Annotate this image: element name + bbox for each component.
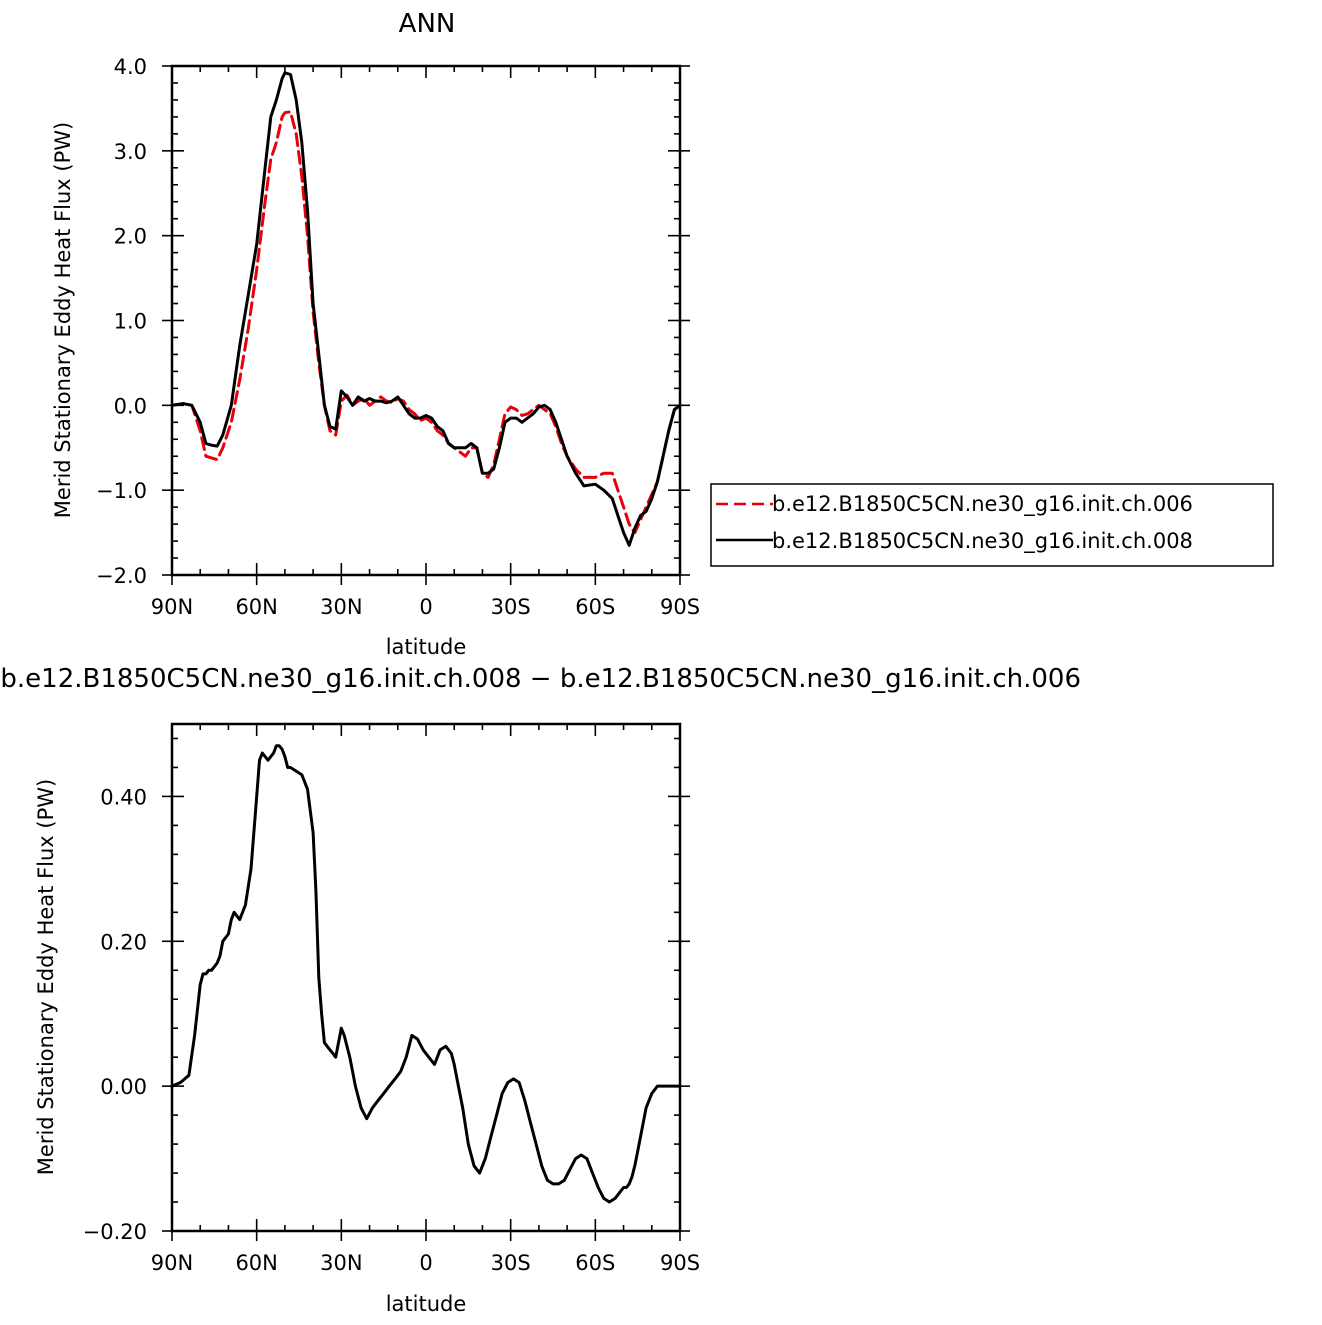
- x-tick-label: 30S: [491, 595, 531, 619]
- legend: b.e12.B1850C5CN.ne30_g16.init.ch.006 b.e…: [710, 483, 1274, 567]
- legend-box: [710, 483, 1274, 567]
- y-tick-label: 0.40: [100, 785, 147, 809]
- y-tick-label: −2.0: [96, 564, 147, 588]
- y-tick-label: 3.0: [114, 140, 147, 164]
- y-tick-label: 0.00: [100, 1075, 147, 1099]
- panel-top-xlabel: latitude: [386, 635, 467, 659]
- x-tick-label: 90N: [151, 595, 193, 619]
- legend-label-008: b.e12.B1850C5CN.ne30_g16.init.ch.008: [772, 529, 1193, 554]
- panel-top-title: ANN: [399, 9, 456, 39]
- series-line-0: [170, 744, 682, 1204]
- panel-bottom-ylabel: Merid Stationary Eddy Heat Flux (PW): [34, 779, 58, 1175]
- y-tick-label: 2.0: [114, 225, 147, 249]
- x-tick-label: 30S: [491, 1251, 531, 1275]
- x-tick-label: 30N: [320, 1251, 362, 1275]
- x-tick-label: 60S: [575, 1251, 615, 1275]
- x-tick-label: 0: [419, 1251, 432, 1275]
- panel-bottom-title: b.e12.B1850C5CN.ne30_g16.init.ch.008 − b…: [0, 664, 1081, 694]
- x-tick-label: 90S: [660, 1251, 700, 1275]
- y-tick-label: 4.0: [114, 55, 147, 79]
- x-tick-label: 60N: [235, 595, 277, 619]
- x-tick-label: 90S: [660, 595, 700, 619]
- x-tick-label: 30N: [320, 595, 362, 619]
- panel-top-lines: [170, 71, 682, 547]
- x-tick-label: 90N: [151, 1251, 193, 1275]
- panel-top-ticks: 90N 60N 30N 0 30S 60S 90S −2.0 −1.0 0.0 1.0 2.0 3.0 4…: [96, 55, 700, 619]
- x-tick-label: 60N: [235, 1251, 277, 1275]
- panel-bottom-xlabel: latitude: [386, 1292, 467, 1316]
- y-tick-label: 0.0: [114, 394, 147, 418]
- x-tick-label: 60S: [575, 595, 615, 619]
- series-line-1: [170, 71, 682, 547]
- panel-top: ANN 90N 60N 30N 0 30S 60S 90S −2.0 −1.0 0.0 1.0 2.0…: [51, 9, 1274, 659]
- panel-bottom-ticks: 90N 60N 30N 0 30S 60S 90S −0.20 0.00 0.20 0.40: [83, 724, 700, 1275]
- panel-bottom-frame: [170, 722, 682, 1233]
- y-tick-label: 0.20: [100, 930, 147, 954]
- series-line-0: [170, 110, 682, 535]
- x-tick-label: 0: [419, 595, 432, 619]
- panel-bottom-lines: [170, 744, 682, 1204]
- y-tick-label: −1.0: [96, 479, 147, 503]
- legend-label-006: b.e12.B1850C5CN.ne30_g16.init.ch.006: [772, 492, 1193, 517]
- panel-bottom: b.e12.B1850C5CN.ne30_g16.init.ch.008 − b…: [0, 664, 1081, 1316]
- y-tick-label: 1.0: [114, 310, 147, 334]
- panel-top-ylabel: Merid Stationary Eddy Heat Flux (PW): [51, 122, 75, 518]
- y-tick-label: −0.20: [83, 1220, 147, 1244]
